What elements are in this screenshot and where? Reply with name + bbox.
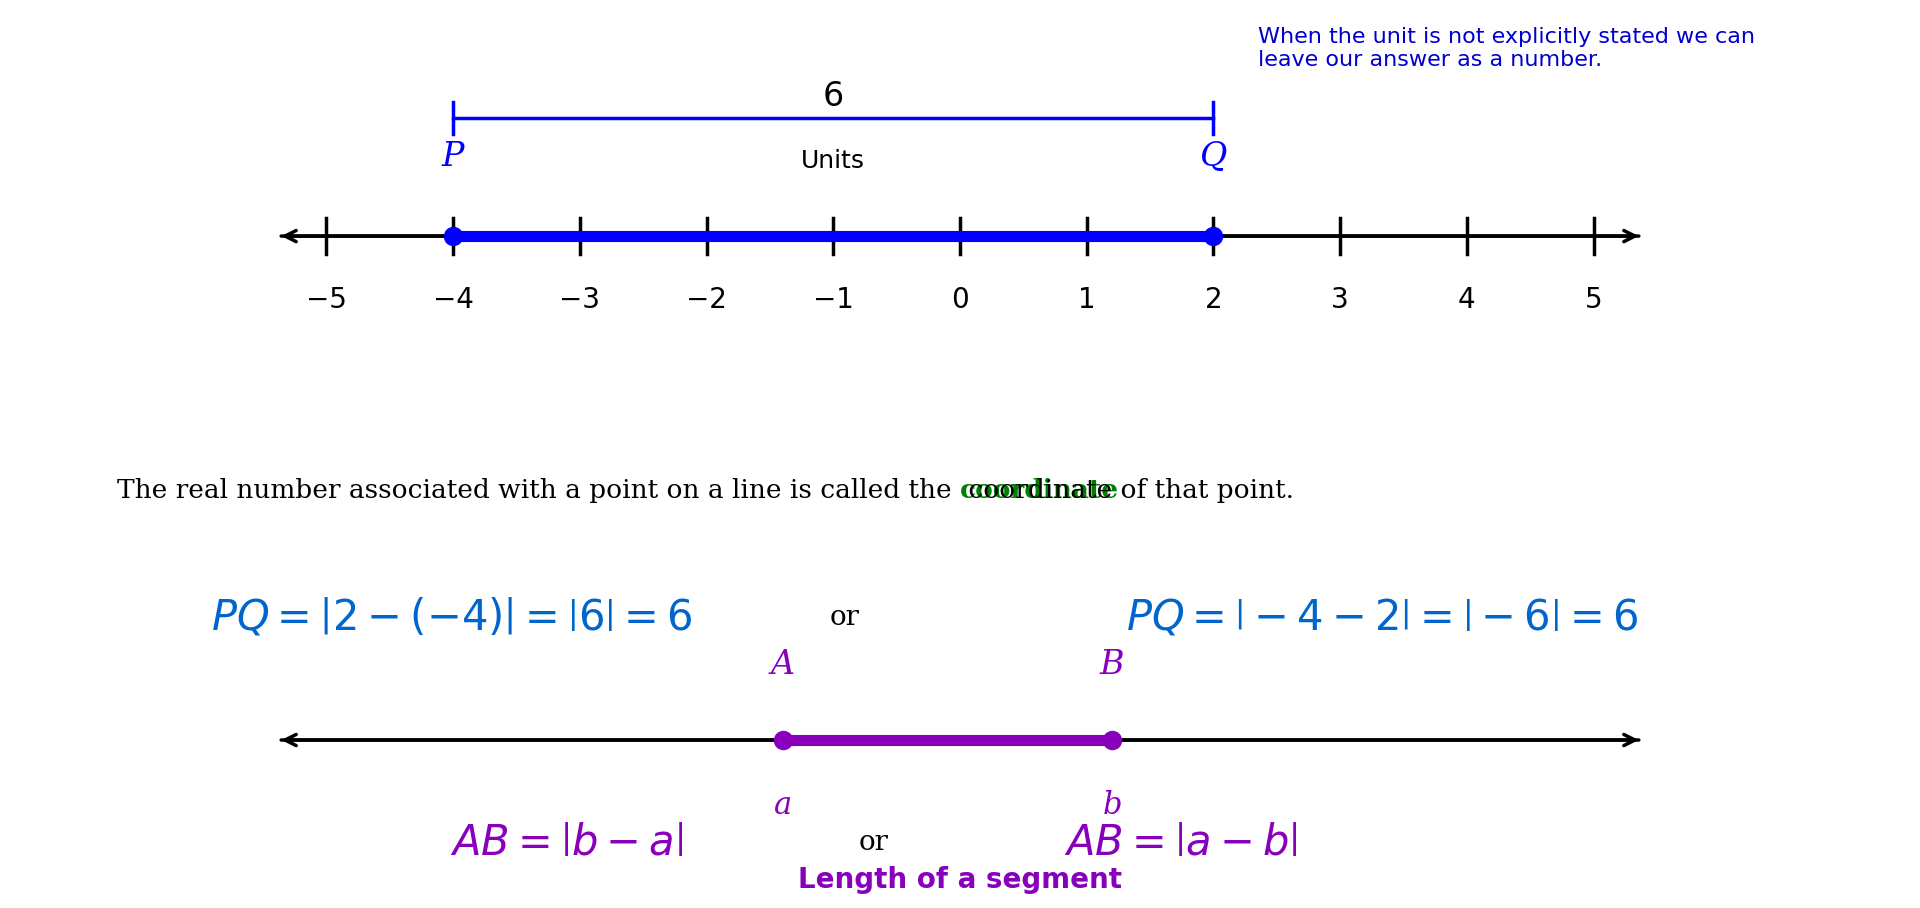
Text: Length of a segment: Length of a segment: [799, 866, 1121, 894]
Text: Units: Units: [801, 149, 866, 173]
Text: Q: Q: [1200, 141, 1227, 173]
Text: $\mathit{PQ}=\left|2-(-4)\right|=\left|6\right|=6$: $\mathit{PQ}=\left|2-(-4)\right|=\left|6…: [211, 597, 691, 638]
Text: $\mathit{PQ}=\left|-4-2\right|=\left|-6\right|=6$: $\mathit{PQ}=\left|-4-2\right|=\left|-6\…: [1127, 597, 1638, 638]
Text: b: b: [1102, 790, 1121, 821]
Text: 1: 1: [1077, 286, 1096, 314]
Text: 6: 6: [822, 80, 845, 113]
Text: $\mathit{AB}=\left|b-a\right|$: $\mathit{AB}=\left|b-a\right|$: [449, 822, 684, 864]
Text: 0: 0: [950, 286, 970, 314]
Text: P: P: [442, 141, 465, 173]
Text: 4: 4: [1457, 286, 1476, 314]
Text: or: or: [858, 829, 889, 856]
Text: −1: −1: [812, 286, 854, 314]
Text: 5: 5: [1584, 286, 1603, 314]
Text: coordinate of that point.: coordinate of that point.: [960, 478, 1294, 503]
Text: −3: −3: [559, 286, 601, 314]
Text: −5: −5: [305, 286, 348, 314]
Text: or: or: [829, 604, 860, 631]
Text: The real number associated with a point on a line is called the: The real number associated with a point …: [117, 478, 960, 503]
Text: 2: 2: [1204, 286, 1223, 314]
Text: $\mathit{AB}=\left|a-b\right|$: $\mathit{AB}=\left|a-b\right|$: [1064, 822, 1298, 864]
Text: a: a: [774, 790, 791, 821]
Text: B: B: [1100, 649, 1125, 681]
Text: When the unit is not explicitly stated we can
leave our answer as a number.: When the unit is not explicitly stated w…: [1258, 27, 1755, 71]
Text: A: A: [770, 649, 795, 681]
Text: −2: −2: [685, 286, 728, 314]
Text: 3: 3: [1331, 286, 1350, 314]
Text: coordinate: coordinate: [960, 478, 1119, 503]
Text: −4: −4: [432, 286, 474, 314]
